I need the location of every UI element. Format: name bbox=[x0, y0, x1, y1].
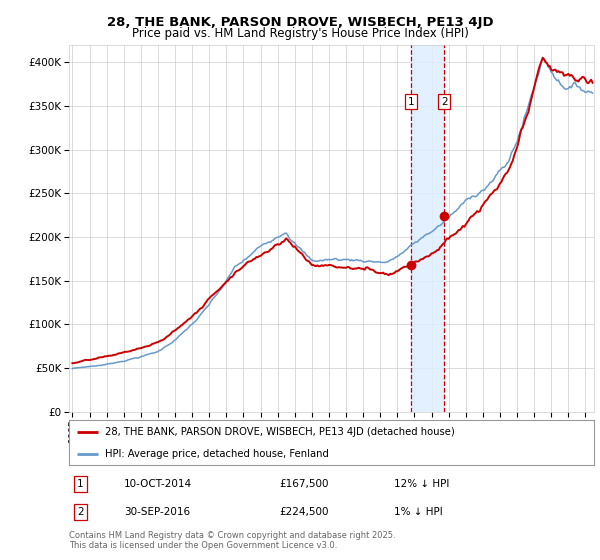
Text: 28, THE BANK, PARSON DROVE, WISBECH, PE13 4JD (detached house): 28, THE BANK, PARSON DROVE, WISBECH, PE1… bbox=[105, 427, 454, 437]
Text: 12% ↓ HPI: 12% ↓ HPI bbox=[395, 479, 450, 489]
Text: 1: 1 bbox=[407, 96, 414, 106]
Text: 28, THE BANK, PARSON DROVE, WISBECH, PE13 4JD: 28, THE BANK, PARSON DROVE, WISBECH, PE1… bbox=[107, 16, 493, 29]
Text: Price paid vs. HM Land Registry's House Price Index (HPI): Price paid vs. HM Land Registry's House … bbox=[131, 27, 469, 40]
Text: 30-SEP-2016: 30-SEP-2016 bbox=[124, 507, 190, 517]
Text: £224,500: £224,500 bbox=[279, 507, 329, 517]
Text: HPI: Average price, detached house, Fenland: HPI: Average price, detached house, Fenl… bbox=[105, 449, 329, 459]
Text: £167,500: £167,500 bbox=[279, 479, 329, 489]
Text: 1% ↓ HPI: 1% ↓ HPI bbox=[395, 507, 443, 517]
Bar bbox=[410, 45, 445, 412]
Text: Contains HM Land Registry data © Crown copyright and database right 2025.
This d: Contains HM Land Registry data © Crown c… bbox=[69, 531, 395, 550]
Text: 1: 1 bbox=[77, 479, 84, 489]
Text: 2: 2 bbox=[441, 96, 448, 106]
Text: 2: 2 bbox=[77, 507, 84, 517]
Text: 10-OCT-2014: 10-OCT-2014 bbox=[124, 479, 192, 489]
